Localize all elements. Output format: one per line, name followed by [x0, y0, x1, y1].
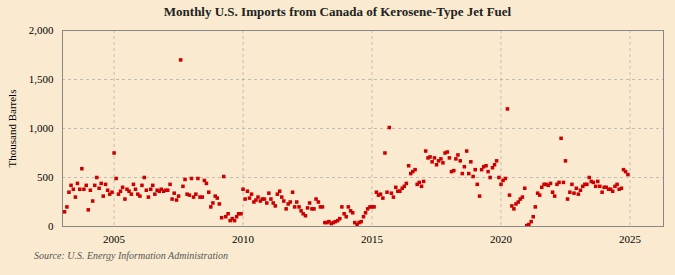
svg-text:2,000: 2,000: [29, 24, 54, 36]
svg-text:2010: 2010: [232, 233, 255, 245]
svg-text:2005: 2005: [103, 233, 126, 245]
svg-text:0: 0: [48, 220, 54, 232]
html-text:Source: U.S. Energy Informatio: Source: U.S. Energy Information Administ…: [34, 250, 229, 261]
svg-text:2020: 2020: [490, 233, 513, 245]
svg-text:500: 500: [37, 171, 54, 183]
svg-text:2025: 2025: [619, 233, 642, 245]
svg-text:Thousand Barrels: Thousand Barrels: [6, 90, 18, 168]
svg-text:2015: 2015: [361, 233, 384, 245]
svg-text:1,500: 1,500: [29, 73, 54, 85]
svg-text:1,000: 1,000: [29, 122, 54, 134]
html-text:Monthly U.S. Imports from Cana: Monthly U.S. Imports from Canada of Kero…: [163, 4, 512, 19]
